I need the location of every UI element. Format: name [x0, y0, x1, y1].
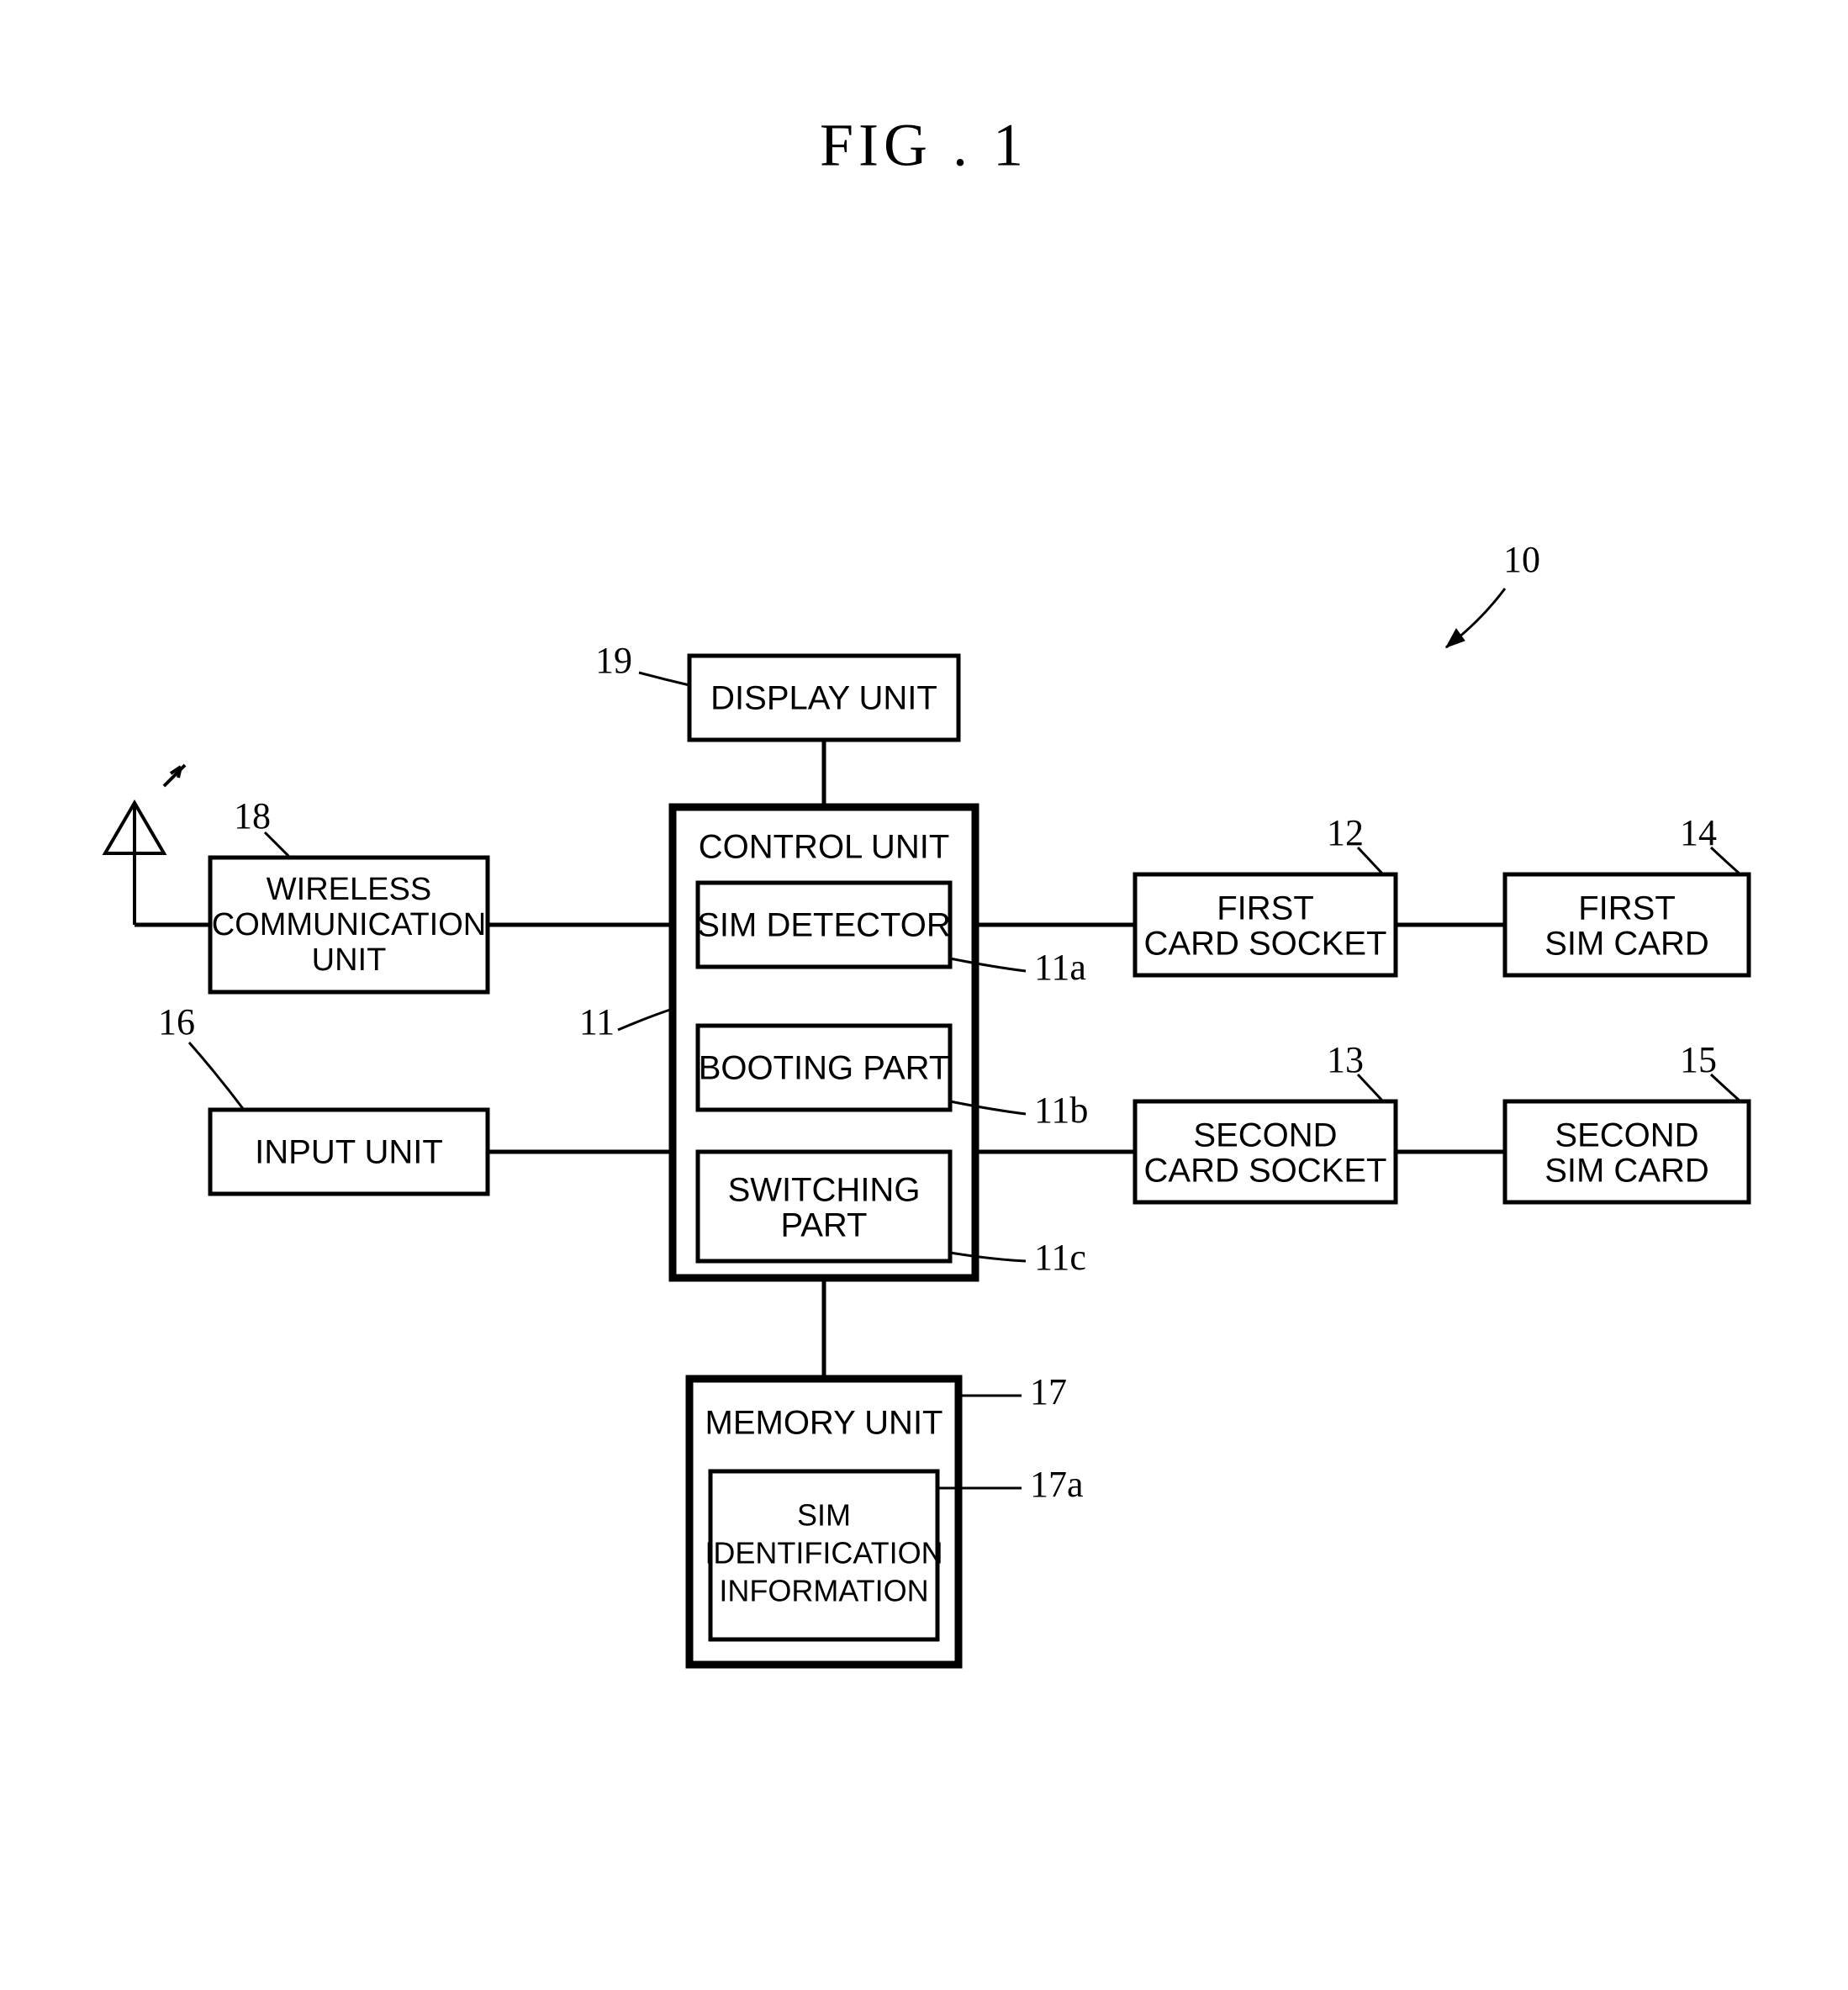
first-sim-leader — [1711, 847, 1740, 874]
sim-detector-label: SIM DETECTOR — [697, 907, 951, 944]
second-socket-block: SECOND CARD SOCKET — [1135, 1101, 1396, 1202]
second-socket-leader — [1358, 1074, 1383, 1101]
wireless-line3: UNIT — [312, 942, 387, 978]
first-socket-block: FIRST CARD SOCKET — [1135, 874, 1396, 975]
sim-info-line3: INFORMATION — [719, 1574, 928, 1608]
wireless-ref: 18 — [234, 795, 271, 837]
memory-ref: 17 — [1030, 1371, 1067, 1412]
input-leader — [189, 1043, 244, 1110]
overall-ref-arrowhead — [1446, 629, 1465, 647]
second-socket-line1: SECOND — [1193, 1117, 1337, 1154]
second-sim-line2: SIM CARD — [1544, 1153, 1709, 1190]
control-leader — [618, 1009, 673, 1030]
first-socket-leader — [1358, 847, 1383, 874]
booting-part-block: BOOTING PART — [698, 1026, 950, 1110]
switching-ref: 11c — [1034, 1237, 1086, 1278]
sim-detector-ref: 11a — [1034, 947, 1086, 988]
second-sim-leader — [1711, 1074, 1740, 1101]
input-unit-label: INPUT UNIT — [255, 1134, 443, 1171]
display-unit-block: DISPLAY UNIT — [689, 656, 958, 740]
input-ref: 16 — [158, 1001, 195, 1043]
booting-part-label: BOOTING PART — [699, 1050, 950, 1087]
input-unit-block: INPUT UNIT — [210, 1110, 488, 1194]
display-ref: 19 — [595, 640, 632, 681]
first-socket-line2: CARD SOCKET — [1144, 926, 1387, 963]
first-sim-line2: SIM CARD — [1544, 926, 1709, 963]
sim-info-block: SIM IDENTIFICATION INFORMATION — [705, 1471, 942, 1639]
sim-detector-leader — [950, 958, 1026, 971]
control-ref: 11 — [579, 1001, 615, 1043]
first-socket-line1: FIRST — [1217, 890, 1314, 927]
control-unit-label: CONTROL UNIT — [699, 829, 950, 866]
second-socket-line2: CARD SOCKET — [1144, 1153, 1387, 1190]
sim-info-line1: SIM — [797, 1498, 851, 1533]
wireless-line2: COMMUNICATION — [212, 907, 487, 942]
first-sim-block: FIRST SIM CARD — [1505, 874, 1749, 975]
booting-ref: 11b — [1034, 1090, 1088, 1131]
wireless-unit-block: WIRELESS COMMUNICATION UNIT — [210, 858, 488, 992]
switching-line1: SWITCHING — [728, 1172, 921, 1209]
figure-title: FIG . 1 — [820, 112, 1028, 179]
wireless-leader — [265, 832, 290, 858]
overall-ref-label: 10 — [1503, 539, 1540, 580]
sim-info-ref: 17a — [1030, 1464, 1084, 1505]
second-sim-line1: SECOND — [1555, 1117, 1698, 1154]
display-unit-label: DISPLAY UNIT — [710, 680, 937, 717]
booting-leader — [950, 1101, 1026, 1114]
switching-line2: PART — [781, 1207, 868, 1244]
wireless-line1: WIRELESS — [267, 872, 431, 907]
display-leader — [639, 673, 689, 685]
first-sim-line1: FIRST — [1578, 890, 1676, 927]
switching-part-block: SWITCHING PART — [698, 1152, 950, 1261]
antenna-icon — [105, 765, 210, 925]
switching-leader — [950, 1253, 1026, 1261]
sim-detector-block: SIM DETECTOR — [697, 883, 951, 967]
memory-unit-label: MEMORY UNIT — [705, 1405, 943, 1442]
second-sim-block: SECOND SIM CARD — [1505, 1101, 1749, 1202]
sim-info-line2: IDENTIFICATION — [705, 1536, 942, 1570]
